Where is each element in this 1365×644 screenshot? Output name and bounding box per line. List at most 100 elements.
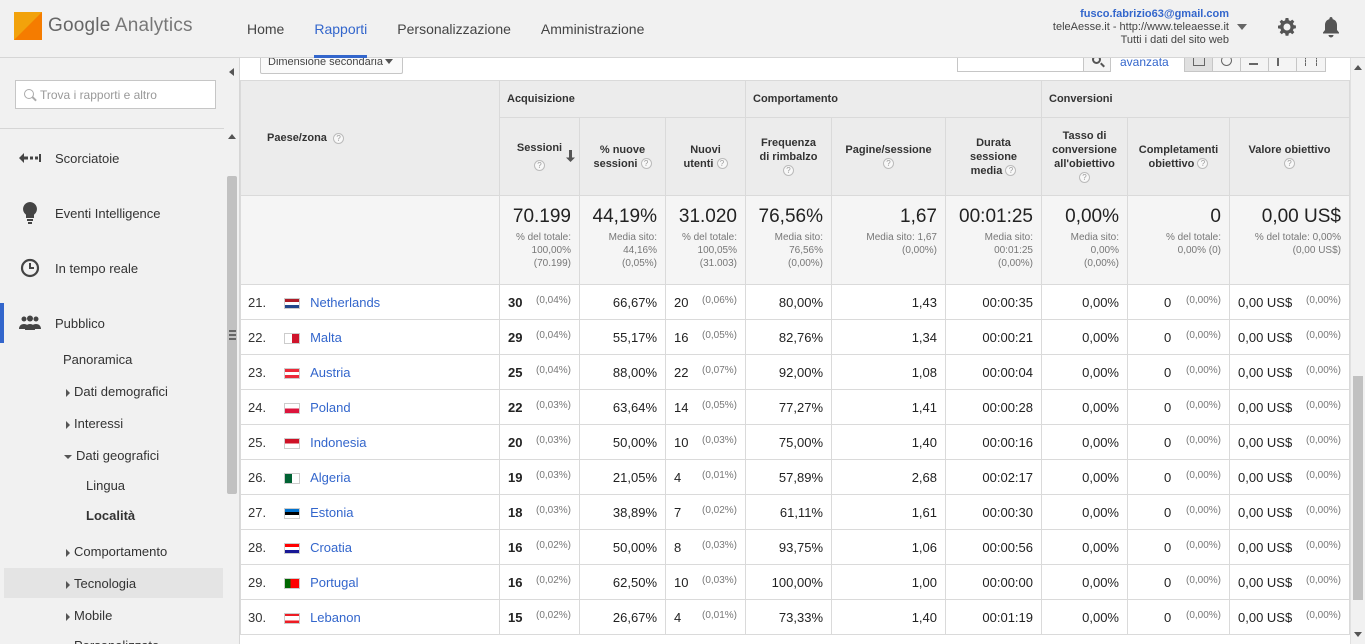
help-icon[interactable]: ? <box>1079 172 1090 184</box>
table-row[interactable]: 30. Lebanon 15 (0,02%) 26,67% 4 (0,01%) 73,33% 1… <box>240 599 1350 635</box>
page-scrollbar[interactable] <box>1350 58 1365 644</box>
chevron-right-icon <box>66 612 70 621</box>
google-analytics-logo[interactable]: Google Analytics <box>14 12 193 40</box>
avg-duration-cell: 00:00:30 <box>945 494 1042 530</box>
sidebar-item-tempo-reale[interactable]: In tempo reale <box>0 248 224 288</box>
column-header-paese[interactable]: Paese/zona ? <box>240 80 500 196</box>
scroll-down-icon[interactable] <box>1354 632 1362 637</box>
column-header-durata-sessione[interactable]: Durata sessione media ? <box>945 117 1042 196</box>
nav-dati-geografici[interactable]: Dati geografici <box>64 448 159 463</box>
nav-personalizzato[interactable]: Personalizzato <box>74 638 159 644</box>
nav-mobile[interactable]: Mobile <box>66 608 112 623</box>
nav-localita[interactable]: Località <box>86 508 136 523</box>
column-header-tasso-conversione[interactable]: Tasso di conversione all'obiettivo? <box>1041 117 1128 196</box>
table-filter-button[interactable] <box>1083 58 1111 72</box>
country-link[interactable]: Portugal <box>310 574 359 590</box>
help-icon[interactable]: ? <box>1284 158 1295 170</box>
scrollbar-thumb[interactable] <box>1353 376 1363 600</box>
column-header-sessioni[interactable]: Sessioni ? <box>499 117 580 196</box>
sidebar-scrollbar[interactable] <box>224 128 239 644</box>
scroll-up-icon[interactable] <box>1354 65 1362 70</box>
help-icon[interactable]: ? <box>640 158 652 170</box>
table-view-icon[interactable] <box>1185 58 1213 71</box>
resize-grip-icon[interactable] <box>229 330 236 340</box>
nav-rapporti[interactable]: Rapporti <box>299 0 382 58</box>
country-link[interactable]: Austria <box>310 364 351 380</box>
goal-value: 0,00 US$ <box>1238 504 1293 520</box>
sidebar-item-scorciatoie[interactable]: Scorciatoie <box>0 138 224 178</box>
sidebar-item-pubblico[interactable]: Pubblico <box>0 303 224 343</box>
sort-descending-icon[interactable] <box>566 150 575 162</box>
column-header-valore-obiettivo[interactable]: Valore obiettivo? <box>1229 117 1350 196</box>
country-link[interactable]: Algeria <box>310 469 351 485</box>
nav-amministrazione[interactable]: Amministrazione <box>540 21 645 37</box>
new-users-cell: 4 (0,01%) <box>665 599 746 635</box>
comparison-view-icon[interactable] <box>1269 58 1297 71</box>
nav-home[interactable]: Home <box>247 21 285 37</box>
performance-view-icon[interactable] <box>1241 58 1269 71</box>
report-search-input[interactable]: Trova i rapporti e altro <box>15 80 216 109</box>
table-row[interactable]: 28. Croatia 16 (0,02%) 50,00% 8 (0,03%) 93,75% 1… <box>240 529 1350 565</box>
table-row[interactable]: 24. Poland 22 (0,03%) 63,64% 14 (0,05%) 77,27% 1… <box>240 389 1350 425</box>
nav-tecnologia[interactable]: Tecnologia <box>66 576 136 591</box>
help-icon[interactable]: ? <box>883 158 894 170</box>
sessions-value: 25 <box>508 364 523 380</box>
nav-personalizzazione[interactable]: Personalizzazione <box>397 21 511 37</box>
table-row[interactable]: 22. Malta 29 (0,04%) 55,17% 16 (0,05%) 82,76% 1,… <box>240 319 1350 355</box>
avg-duration-cell: 00:01:19 <box>945 599 1042 635</box>
completions-cell: 0 (0,00%) <box>1127 564 1230 600</box>
country-link[interactable]: Malta <box>310 329 342 345</box>
column-header-frequenza-rimbalzo[interactable]: Frequenza di rimbalzo? <box>745 117 832 196</box>
new-users-cell: 10 (0,03%) <box>665 424 746 460</box>
chevron-down-icon[interactable] <box>1237 24 1247 30</box>
total-note: Media sito: 76,56% (0,00%) <box>774 232 823 269</box>
country-link[interactable]: Indonesia <box>310 434 367 450</box>
country-link[interactable]: Poland <box>310 399 351 415</box>
help-icon[interactable]: ? <box>716 158 728 170</box>
table-row[interactable]: 29. Portugal 16 (0,02%) 62,50% 10 (0,03%) 100,0… <box>240 564 1350 600</box>
table-row[interactable]: 21. Netherlands 30 (0,04%) 66,67% 20 (0,06%) 80… <box>240 284 1350 320</box>
column-header-nuovi-utenti[interactable]: Nuovi utenti ? <box>665 117 746 196</box>
total-note: % del totale: 100,00% (70.199) <box>515 232 571 269</box>
new-users-share: (0,03%) <box>701 539 737 551</box>
pivot-view-icon[interactable] <box>1297 58 1325 71</box>
nav-comportamento[interactable]: Comportamento <box>66 544 167 559</box>
bell-icon[interactable] <box>1321 16 1341 38</box>
sessions-cell: 25 (0,04%) <box>499 354 580 390</box>
total-value: 76,56% <box>758 206 823 227</box>
completions-cell: 0 (0,00%) <box>1127 494 1230 530</box>
table-row[interactable]: 27. Estonia 18 (0,03%) 38,89% 7 (0,02%) 61,11% 1… <box>240 494 1350 530</box>
secondary-dimension-dropdown[interactable]: Dimensione secondaria <box>260 58 403 74</box>
help-icon[interactable]: ? <box>783 165 794 177</box>
nav-panoramica[interactable]: Panoramica <box>63 352 133 367</box>
pages-session-cell: 1,34 <box>831 319 946 355</box>
help-icon[interactable]: ? <box>333 132 345 144</box>
total-value: 1,67 <box>900 206 937 227</box>
sidebar-item-eventi-intelligence[interactable]: Eventi Intelligence <box>0 193 224 233</box>
completions-share: (0,00%) <box>1185 469 1221 481</box>
table-row[interactable]: 23. Austria 25 (0,04%) 88,00% 22 (0,07%) 92,00%… <box>240 354 1350 390</box>
account-selector[interactable]: fusco.fabrizio63@gmail.com teleAesse.it … <box>1053 8 1229 47</box>
table-row[interactable]: 26. Algeria 19 (0,03%) 21,05% 4 (0,01%) 57,89% 2… <box>240 459 1350 495</box>
column-header-nuove-sessioni[interactable]: % nuove sessioni ? <box>579 117 666 196</box>
help-icon[interactable]: ? <box>1005 165 1017 177</box>
country-link[interactable]: Croatia <box>310 539 352 555</box>
nav-dati-demografici[interactable]: Dati demografici <box>66 384 168 399</box>
table-filter-input[interactable] <box>957 58 1084 72</box>
help-icon[interactable]: ? <box>534 159 545 171</box>
column-header-pagine-sessione[interactable]: Pagine/sessione? <box>831 117 946 196</box>
gear-icon[interactable] <box>1277 17 1297 37</box>
conversion-rate-cell: 0,00% <box>1041 459 1128 495</box>
scroll-up-icon[interactable] <box>228 134 236 139</box>
nav-lingua[interactable]: Lingua <box>86 478 126 493</box>
pie-view-icon[interactable] <box>1213 58 1241 71</box>
country-link[interactable]: Netherlands <box>310 294 381 310</box>
country-link[interactable]: Lebanon <box>310 609 361 625</box>
country-link[interactable]: Estonia <box>310 504 354 520</box>
collapse-sidebar-icon[interactable] <box>229 68 234 76</box>
column-header-completamenti[interactable]: Completamenti obiettivo ? <box>1127 117 1230 196</box>
table-row[interactable]: 25. Indonesia 20 (0,03%) 50,00% 10 (0,03%) 75,0… <box>240 424 1350 460</box>
nav-interessi[interactable]: Interessi <box>66 416 123 431</box>
advanced-filter-link[interactable]: avanzata <box>1120 58 1169 69</box>
help-icon[interactable]: ? <box>1197 158 1209 170</box>
